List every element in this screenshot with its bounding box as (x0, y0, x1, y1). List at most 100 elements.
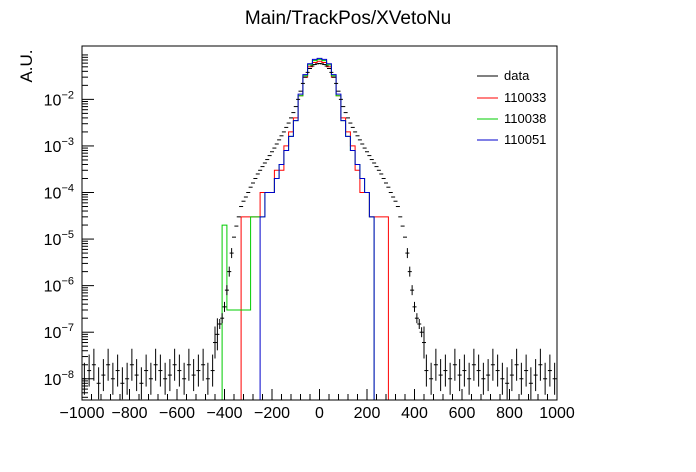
data-point (405, 248, 410, 259)
data-point (91, 348, 96, 381)
data-point (101, 359, 106, 392)
plot-frame (81, 45, 558, 401)
series-110051-histogram (259, 57, 375, 400)
data-point (186, 348, 191, 381)
data-point (519, 362, 524, 395)
data-point (217, 319, 222, 330)
data-point (547, 354, 552, 387)
y-tick-label: 10−6 (44, 276, 74, 296)
y-tick-label: 10−4 (44, 183, 74, 203)
data-point (514, 348, 519, 381)
chart-title: Main/TrackPos/XVetoNu (245, 8, 451, 29)
x-tick-label: 1000 (539, 405, 575, 422)
data-point (139, 367, 144, 400)
data-point (476, 354, 481, 387)
data-point (481, 362, 486, 395)
x-tick-label: −600 (159, 405, 195, 422)
data-point (414, 313, 419, 324)
data-point (438, 359, 443, 392)
data-point (452, 348, 457, 381)
data-point (144, 354, 149, 387)
data-point (215, 318, 220, 351)
x-tick-label: −1000 (60, 405, 105, 422)
y-tick-label: 10−7 (44, 322, 74, 342)
x-tick-label: 0 (315, 405, 324, 422)
data-point (528, 367, 533, 400)
data-point (552, 362, 557, 395)
data-point (191, 359, 196, 392)
y-axis-title: A.U. (17, 49, 36, 82)
legend-label-110051: 110051 (504, 132, 546, 147)
x-tick-label: 800 (496, 405, 523, 422)
data-point (177, 354, 182, 387)
data-point (424, 354, 429, 387)
data-point (433, 348, 438, 381)
data-point (410, 285, 415, 296)
legend-label-110038: 110038 (504, 111, 546, 126)
y-tick-label: 10−3 (44, 136, 74, 156)
data-point (495, 354, 500, 387)
series-110033-histogram (240, 60, 389, 400)
data-point (201, 348, 206, 381)
data-point (163, 362, 168, 395)
y-tick-label: 10−5 (44, 229, 74, 249)
x-tick-label: −200 (254, 405, 290, 422)
data-point (115, 354, 120, 387)
data-point (448, 362, 453, 395)
legend: data 110033 110038 110051 (477, 68, 546, 147)
data-point (533, 359, 538, 392)
data-point (148, 362, 153, 395)
data-point (220, 313, 225, 324)
data-point (224, 285, 229, 296)
x-tick-label: 400 (401, 405, 428, 422)
data-point (120, 367, 125, 400)
data-point (467, 362, 472, 395)
data-point (407, 266, 412, 277)
data-point (509, 359, 514, 392)
data-point (110, 362, 115, 395)
data-point (196, 354, 201, 387)
data-point (96, 367, 101, 400)
data-point (412, 301, 417, 312)
data-point (457, 359, 462, 392)
data-point (543, 362, 548, 395)
data-point (158, 354, 163, 387)
legend-label-data: data (504, 68, 530, 83)
data-point (205, 362, 210, 395)
data-point (417, 319, 422, 330)
data-point (222, 301, 227, 312)
data-point (443, 354, 448, 387)
data-point (419, 327, 424, 338)
data-point (422, 326, 426, 359)
data-point (471, 348, 476, 381)
data-point (87, 354, 92, 387)
x-tick-label: 600 (449, 405, 476, 422)
data-point (134, 359, 139, 392)
data-point (500, 362, 505, 395)
x-tick-label: 200 (354, 405, 381, 422)
data-point (153, 348, 158, 381)
data-point (129, 348, 134, 381)
data-point (429, 362, 434, 395)
data-point (486, 359, 491, 392)
y-tick-label: 10−8 (44, 369, 74, 389)
data-point (172, 348, 177, 381)
data-point (106, 348, 111, 381)
x-tick-label: −800 (111, 405, 147, 422)
data-point (182, 362, 187, 395)
legend-label-110033: 110033 (504, 90, 546, 105)
data-point (227, 266, 232, 277)
data-point (229, 248, 234, 259)
data-point (210, 354, 215, 387)
data-point (505, 367, 510, 400)
data-point (462, 354, 467, 387)
data-point (524, 354, 529, 387)
data-point (125, 362, 130, 395)
data-point (213, 326, 217, 359)
data-point (490, 348, 495, 381)
x-tick-label: −400 (206, 405, 242, 422)
data-point (167, 359, 172, 392)
data-point (538, 348, 543, 381)
y-tick-label: 10−2 (44, 89, 74, 109)
